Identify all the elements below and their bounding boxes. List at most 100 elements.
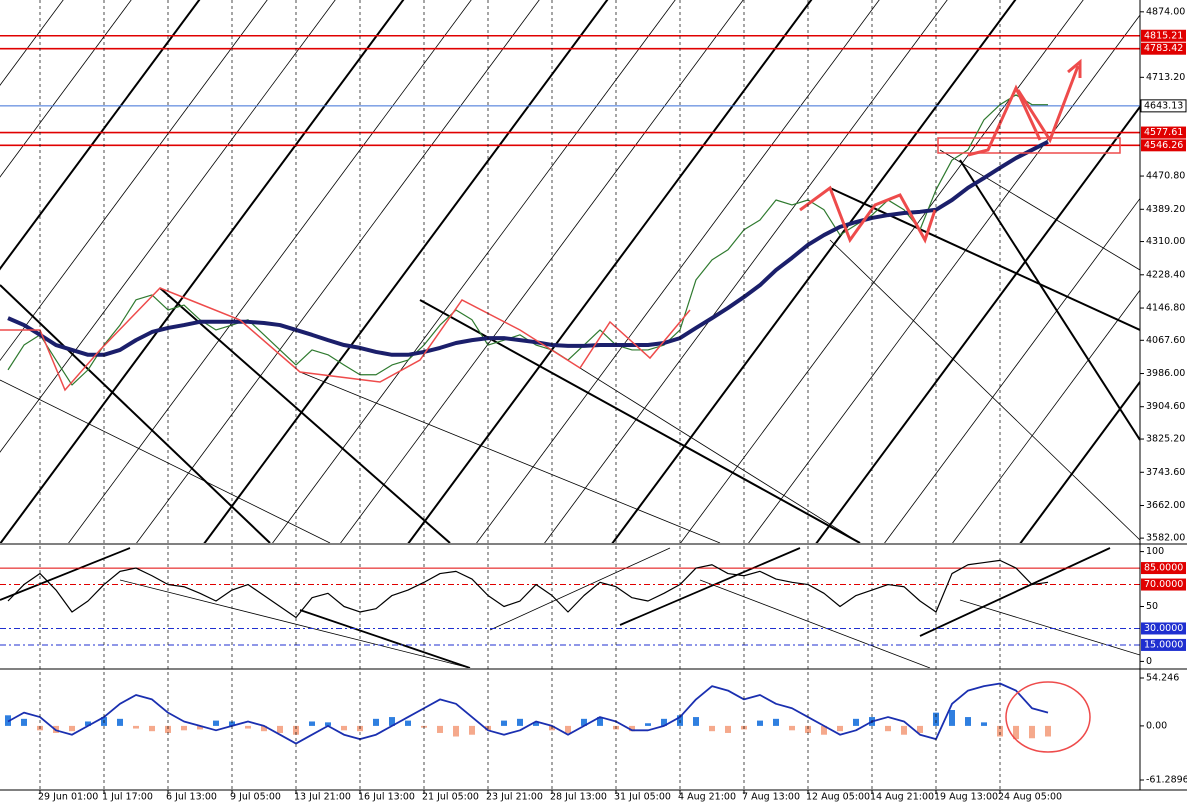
histogram-bar — [949, 710, 955, 726]
fan-line — [0, 0, 132, 178]
oscillator-panel — [0, 559, 1140, 646]
histogram-bar — [469, 725, 475, 735]
y-tick-label: 4310.00 — [1146, 236, 1185, 247]
y-tick-label: 0 — [1146, 656, 1152, 667]
histogram-bar — [1029, 725, 1035, 739]
annotation-box — [937, 137, 1121, 154]
y-tick-label: 4874.00 — [1146, 6, 1185, 17]
histogram-bar — [341, 725, 347, 731]
level-label-box — [1141, 638, 1186, 651]
fan-line — [476, 0, 880, 543]
histogram-bar — [661, 718, 667, 726]
y-tick-label: 50 — [1146, 601, 1158, 612]
annotation-zigzag — [799, 185, 937, 244]
level-label-box — [1141, 42, 1186, 55]
y-tick-label: 3904.60 — [1146, 401, 1185, 412]
fan-line — [0, 0, 405, 543]
channel-line — [829, 239, 1140, 541]
histogram-bar — [565, 725, 571, 733]
histogram-bar — [21, 718, 27, 726]
histogram-bar — [277, 725, 283, 733]
fan-line — [0, 0, 336, 453]
channel-line — [579, 367, 861, 543]
x-tick-label: 13 Jul 21:00 — [294, 792, 351, 803]
histogram-bar — [501, 720, 507, 726]
x-tick-label: 21 Jul 05:00 — [422, 792, 479, 803]
channel-line — [959, 159, 1140, 441]
series-line — [7, 139, 1049, 357]
channel-line — [119, 579, 471, 668]
histogram-bar — [981, 722, 987, 726]
x-tick-label: 6 Jul 13:00 — [166, 792, 217, 803]
channel-line — [0, 379, 331, 543]
histogram-bar — [69, 725, 75, 732]
fan-line — [272, 0, 676, 543]
histogram-bar — [309, 721, 315, 726]
histogram-bar — [1013, 725, 1019, 740]
channel-line — [959, 599, 1140, 656]
level-label: 15.0000 — [1144, 639, 1183, 650]
channel-line — [699, 579, 931, 668]
level-label-box — [1141, 29, 1186, 42]
histogram-bar — [533, 722, 539, 726]
histogram-bar — [1045, 725, 1051, 737]
y-tick-label: 3662.00 — [1146, 500, 1185, 511]
histogram-bar — [757, 720, 763, 726]
channel-line — [299, 609, 471, 668]
histogram-bar — [997, 725, 1003, 737]
annotations — [0, 58, 1121, 753]
histogram-bar — [453, 725, 459, 737]
x-tick-label: 23 Jul 21:00 — [486, 792, 543, 803]
axes: 4874.00 4713.20 4470.80 4389.20 4310.00 4228.… — [1140, 6, 1187, 786]
histogram-bar — [229, 721, 235, 726]
y-tick-label: 4067.60 — [1146, 335, 1185, 346]
y-tick-label: 4389.20 — [1146, 204, 1185, 215]
histogram-bar — [965, 717, 971, 726]
annotation-circle — [1005, 681, 1091, 753]
channel-line — [299, 371, 721, 543]
y-tick-label: 0.00 — [1146, 720, 1167, 731]
histogram-bar — [901, 725, 907, 735]
fan-line — [0, 0, 268, 362]
histogram-bar — [117, 718, 123, 726]
histogram-bar — [373, 718, 379, 726]
level-label-box — [1140, 99, 1187, 113]
histogram-bar — [517, 718, 523, 726]
histogram-bar — [821, 725, 827, 735]
price-panel — [0, 34, 1140, 386]
y-tick-label: 3743.60 — [1146, 467, 1185, 478]
x-tick-label: 24 Aug 05:00 — [998, 792, 1062, 803]
histogram-bar — [645, 723, 651, 726]
trend-lines — [0, 0, 1140, 543]
fan-line — [952, 289, 1140, 543]
x-tick-label: 4 Aug 21:00 — [678, 792, 736, 803]
fan-line — [136, 0, 540, 543]
histogram-bar — [197, 725, 203, 730]
y-tick-label: 100 — [1146, 546, 1164, 557]
y-tick-label: 4228.40 — [1146, 269, 1185, 280]
x-tick-label: 12 Aug 05:00 — [806, 792, 870, 803]
level-label: 85.0000 — [1144, 563, 1183, 574]
y-tick-label: 3582.00 — [1146, 533, 1185, 544]
fan-line — [611, 0, 1017, 543]
x-tick-label: 16 Jul 13:00 — [358, 792, 415, 803]
level-label-box — [1141, 139, 1186, 152]
y-tick-label: 54.246 — [1146, 672, 1179, 683]
x-tick-label: 7 Aug 13:00 — [742, 792, 800, 803]
fan-line — [680, 0, 1084, 543]
fan-line — [203, 0, 609, 543]
x-tick-label: 28 Jul 13:00 — [550, 792, 607, 803]
histogram-bar — [837, 725, 843, 732]
fan-line — [884, 197, 1140, 543]
histogram-bar — [933, 712, 939, 726]
y-tick-label: 4713.20 — [1146, 72, 1185, 83]
histogram-bar — [293, 725, 299, 735]
histogram-bar — [805, 725, 811, 733]
level-label: 4815.21 — [1144, 30, 1183, 41]
channel-line — [0, 284, 271, 543]
histogram-bar — [917, 725, 923, 733]
histogram-bar — [853, 718, 859, 726]
level-label-box — [1141, 622, 1186, 635]
channel-line — [619, 547, 801, 626]
